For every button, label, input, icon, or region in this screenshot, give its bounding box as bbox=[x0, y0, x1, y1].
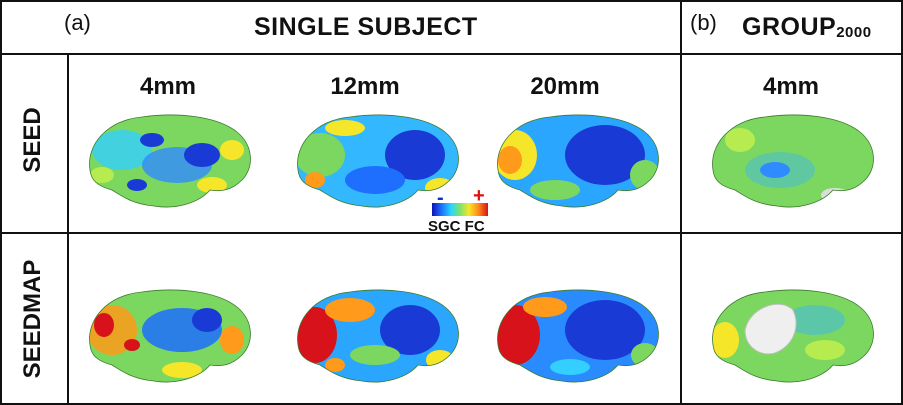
colorbar-plus-sign: + bbox=[473, 185, 485, 207]
header-divider bbox=[0, 53, 903, 55]
right-border bbox=[901, 0, 903, 405]
panel-a-label: (a) bbox=[64, 10, 91, 35]
column-label-4mm: 4mm bbox=[139, 73, 197, 100]
brain-seedmap-4mm bbox=[89, 289, 251, 383]
brain-group-seed-4mm bbox=[712, 114, 874, 208]
label-column-divider bbox=[67, 53, 69, 405]
brain-seed-12mm bbox=[297, 114, 459, 208]
brain-seedmap-12mm bbox=[297, 289, 459, 383]
column-label-20mm: 20mm bbox=[530, 73, 600, 100]
top-border bbox=[0, 0, 903, 2]
row-label-seed: SEED bbox=[19, 107, 46, 173]
panel-b-title-subscript: 2000 bbox=[836, 24, 872, 41]
colorbar bbox=[432, 203, 488, 216]
brain-seed-4mm bbox=[89, 114, 251, 208]
panel-b-label: (b) bbox=[690, 10, 717, 35]
colorbar-label: SGC FC bbox=[428, 218, 485, 235]
column-label-group-4mm: 4mm bbox=[762, 73, 820, 100]
row-divider bbox=[0, 232, 903, 234]
brain-group-seedmap-4mm bbox=[712, 289, 874, 383]
panel-divider bbox=[680, 0, 682, 405]
panel-a-title: SINGLE SUBJECT bbox=[254, 13, 478, 41]
brain-seedmap-20mm bbox=[497, 289, 659, 383]
panel-b-title-main: GROUP bbox=[742, 13, 837, 41]
brain-seed-20mm bbox=[497, 114, 659, 208]
colorbar-minus-sign: - bbox=[437, 187, 444, 209]
column-label-12mm: 12mm bbox=[330, 73, 400, 100]
row-label-seedmap: SEEDMAP bbox=[19, 259, 46, 379]
bottom-border bbox=[0, 403, 903, 405]
panel-b-title: GROUP2000 bbox=[742, 13, 872, 42]
left-border bbox=[0, 0, 2, 405]
